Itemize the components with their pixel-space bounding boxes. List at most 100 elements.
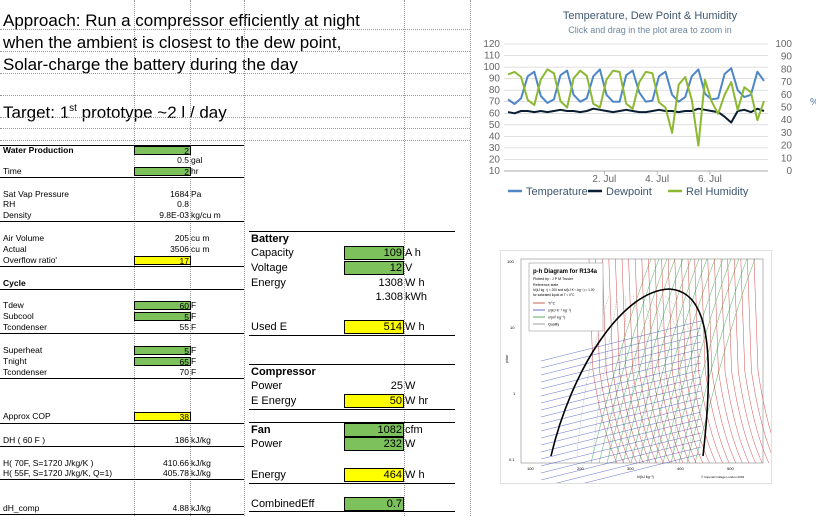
- subcool-value[interactable]: 5: [134, 312, 191, 322]
- target-sup: st: [69, 103, 77, 114]
- tnight-value[interactable]: 65: [134, 357, 191, 367]
- target-prefix: Target: 1: [3, 103, 70, 122]
- fan-energy-unit: W h: [405, 469, 425, 481]
- fan-power-unit: W: [405, 438, 416, 450]
- ph-reference: Reference state: [533, 283, 558, 287]
- isotherm-line: [661, 258, 690, 464]
- overflow-value[interactable]: 17: [134, 256, 191, 266]
- ph-plotted-by: Plotted by : J P M Trusler: [533, 277, 574, 281]
- isotherm-line: [595, 258, 624, 464]
- superheat-value[interactable]: 5: [134, 346, 191, 356]
- isochore-line: [686, 258, 748, 464]
- isotherm-line: [641, 258, 671, 464]
- series-line-dewpoint: [507, 107, 765, 124]
- tcondenser1-value: 55: [179, 322, 189, 332]
- combined-eff-value[interactable]: 0.7: [344, 497, 404, 511]
- ph-footer: © Imperial College London 2003: [701, 475, 744, 479]
- ph-xtick-400: 400: [677, 466, 684, 471]
- time-value[interactable]: 2: [134, 167, 191, 177]
- voltage-value[interactable]: 12: [344, 261, 404, 275]
- isentrope-line: [540, 425, 702, 467]
- used-e-value[interactable]: 514: [344, 320, 404, 334]
- fan-power-value[interactable]: 232: [344, 437, 404, 451]
- capacity-unit: A h: [405, 247, 421, 259]
- isotherm-line: [747, 258, 771, 454]
- actual-value: 3506: [170, 244, 189, 254]
- quality-line: [640, 295, 652, 457]
- right-tick-label: 80: [781, 64, 793, 75]
- ph-ylabel: p/bar: [505, 354, 509, 363]
- gal-unit: gal: [191, 155, 203, 165]
- right-tick-label: 10: [781, 153, 793, 164]
- dh-unit: kJ/kg: [191, 435, 211, 445]
- right-axis-label: %: [810, 97, 816, 108]
- isochore-line: [622, 258, 684, 464]
- target-rest: prototype ~2 l / day: [76, 103, 227, 122]
- e-energy-unit: W hr: [405, 395, 429, 407]
- quality-line: [648, 295, 666, 457]
- fan-energy-value[interactable]: 464: [344, 468, 404, 482]
- e-energy-value[interactable]: 50: [344, 394, 404, 408]
- legend-item: Dewpoint: [606, 186, 652, 197]
- energy-kwh-value: 1.308: [375, 291, 403, 303]
- isotherm-line: [681, 258, 710, 464]
- isotherm-line: [687, 258, 717, 464]
- ph-reference-note: h/(kJ kg⁻¹) = 200 and s/(kJ K⁻¹ kg⁻¹) = …: [533, 288, 595, 292]
- used-e-label: Used E: [251, 321, 288, 333]
- chart-series: [507, 67, 765, 147]
- tdew-unit: F: [191, 300, 197, 310]
- ph-legend-t: T/°C: [548, 302, 556, 306]
- isotherm-line: [601, 258, 631, 464]
- isotherm-line: [654, 258, 684, 464]
- isotherm-line: [707, 258, 737, 464]
- quality-line: [624, 295, 638, 457]
- tnight-label: Tnight: [3, 356, 27, 366]
- compressor-label: Compressor: [251, 366, 316, 378]
- isochore-line: [590, 258, 652, 464]
- comp-power-label: Power: [251, 380, 283, 392]
- capacity-label: Capacity: [251, 247, 294, 259]
- left-tick-label: 110: [484, 51, 500, 62]
- cop-value[interactable]: 38: [134, 412, 191, 422]
- dh-comp-label: dH_comp: [3, 503, 40, 513]
- left-tick-label: 30: [489, 143, 501, 154]
- isochore-line: [606, 258, 668, 464]
- tcondenser2-value: 70: [179, 367, 189, 377]
- left-tick-label: 40: [489, 131, 501, 142]
- ph-legend-quality: Quality: [548, 323, 559, 327]
- capacity-value[interactable]: 109: [344, 246, 404, 260]
- tnight-unit: F: [191, 356, 197, 366]
- sat-vap-value: 1684: [170, 189, 189, 199]
- right-tick-label: 90: [781, 52, 793, 63]
- water-production-value[interactable]: 2: [134, 146, 191, 156]
- tdew-value[interactable]: 60: [134, 301, 191, 311]
- isentrope-line: [540, 341, 702, 383]
- ph-xlabel: h/(kJ kg⁻¹): [637, 475, 654, 479]
- dh-label: DH ( 60 F ): [3, 435, 46, 445]
- quality-line: [656, 295, 681, 457]
- energy-unit: W h: [405, 277, 425, 289]
- x-tick-label: 4. Jul: [645, 174, 669, 185]
- air-volume-value: 205: [174, 233, 189, 243]
- energy-kwh-unit: kWh: [405, 291, 427, 303]
- isentrope-line: [540, 355, 702, 397]
- temperature-dewpoint-humidity-chart[interactable]: Temperature, Dew Point & Humidity Click …: [476, 5, 816, 197]
- x-tick-label: 6. Jul: [698, 174, 722, 185]
- h55-value: 405.78: [163, 468, 189, 478]
- isochore-line: [598, 258, 660, 464]
- isotherm-line: [621, 258, 651, 464]
- isentrope-line: [540, 397, 702, 439]
- tcondenser1-unit: F: [191, 322, 197, 332]
- rh-value: 0.8: [177, 199, 189, 209]
- density-value: 9.8E-03: [159, 210, 189, 220]
- isochore-line: [694, 258, 756, 464]
- superheat-unit: F: [191, 345, 197, 355]
- right-tick-label: 20: [781, 141, 793, 152]
- h70-label: H( 70F, S=1720 J/kg/K ): [3, 458, 94, 468]
- isotherm-line: [720, 258, 750, 464]
- left-tick-label: 90: [489, 74, 501, 85]
- ph-xtick-200: 200: [577, 466, 584, 471]
- saturation-dome: [550, 288, 710, 457]
- series-line-rel-humidity: [507, 68, 765, 147]
- fan-value[interactable]: 1082: [344, 423, 404, 437]
